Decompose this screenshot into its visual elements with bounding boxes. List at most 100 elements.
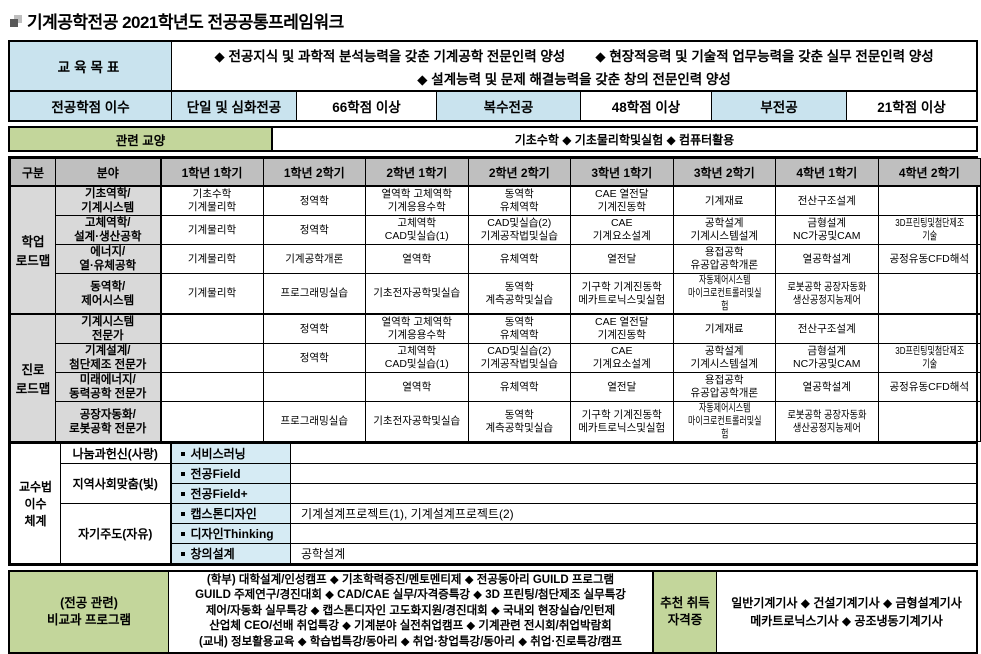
field-cell: 기계시스템 전문가 bbox=[55, 313, 162, 344]
liberal-arts-label: 관련 교양 bbox=[10, 128, 271, 150]
table-row: 에너지/ 열·유체공학 기계물리학 기계공학개론 열역학 유체역학 열전달 용접… bbox=[11, 244, 981, 274]
table-row: 기계설계/ 첨단제조 전문가 정역학 고체역학 CAD및실습(1) CAD및실습… bbox=[11, 343, 981, 373]
course-cell: 기계재료 bbox=[672, 313, 776, 344]
education-goals-row: 교육목표 ◆ 전공지식 및 과학적 분석능력을 갖춘 기계공학 전문인력 양성 … bbox=[10, 42, 976, 90]
goals-credits-table: 교육목표 ◆ 전공지식 및 과학적 분석능력을 갖춘 기계공학 전문인력 양성 … bbox=[8, 40, 978, 122]
column-header: 3학년 1학기 bbox=[570, 158, 674, 187]
course-cell: 정역학 bbox=[262, 215, 366, 245]
course-cell: 동역학 계측공학및실습 bbox=[467, 401, 571, 442]
field-cell: 미래에너지/ 동력공학 전문가 bbox=[55, 372, 162, 402]
course-cell: 동역학 유체역학 bbox=[467, 185, 571, 216]
credit-value-cell: 48학점 이상 bbox=[580, 92, 711, 120]
table-row: 진로 로드맵 기계시스템 전문가 정역학 열역학 고체역학 기계응용수학 동역학… bbox=[10, 313, 981, 442]
course-cell bbox=[262, 372, 366, 402]
credit-value-cell: 21학점 이상 bbox=[846, 92, 976, 120]
column-header: 4학년 2학기 bbox=[877, 158, 981, 187]
course-cell: 용접공학 유공압공학개론 bbox=[672, 372, 776, 402]
course-cell: 열역학 bbox=[365, 244, 469, 274]
education-goal-item: ◆ 설계능력 및 문제 해결능력을 갖춘 창의 전문인력 양성 bbox=[417, 71, 731, 87]
pedagogy-section-label: 교수법 이수 체계 bbox=[10, 442, 61, 564]
column-header: 2학년 2학기 bbox=[467, 158, 571, 187]
course-cell: 기계물리학 bbox=[160, 244, 264, 274]
section-label-academic: 학업 로드맵 bbox=[10, 185, 56, 315]
course-cell: 열역학 고체역학 기계응용수학 bbox=[365, 185, 469, 216]
extracurricular-row: (전공 관련) 비교과 프로그램 (학부) 대학설계/인성캠프 ◆ 기초학력증진… bbox=[10, 571, 976, 652]
course-cell: 유체역학 bbox=[467, 244, 571, 274]
pedagogy-method: 캡스톤디자인 bbox=[169, 502, 291, 524]
pedagogy-courses bbox=[290, 482, 977, 504]
table-row: 동역학/ 제어시스템 기계물리학 프로그래밍실습 기초전자공학및실습 동역학 계… bbox=[11, 273, 981, 315]
course-cell: 열역학 bbox=[365, 372, 469, 402]
course-cell: 프로그래밍실습 bbox=[262, 401, 366, 442]
section-label-career: 진로 로드맵 bbox=[10, 313, 56, 442]
field-cell: 동역학/ 제어시스템 bbox=[55, 273, 162, 315]
course-cell: 열공학설계 bbox=[775, 244, 879, 274]
course-cell: CAD및실습(2) 기계공작법및실습 bbox=[467, 215, 571, 245]
table-row: 공장자동화/ 로봇공학 전문가 프로그래밍실습 기초전자공학및실습 동역학 계측… bbox=[11, 401, 981, 442]
extracurricular-label: (전공 관련) 비교과 프로그램 bbox=[10, 571, 168, 652]
course-cell bbox=[877, 313, 981, 344]
pedagogy-courses bbox=[290, 442, 977, 464]
pedagogy-method: 서비스러닝 bbox=[169, 442, 291, 464]
square-bullet-icon bbox=[180, 471, 185, 476]
course-cell: 열공학설계 bbox=[775, 372, 879, 402]
extracurricular-line: 산업체 CEO/선배 취업특강 ◆ 기계분야 실전취업캠프 ◆ 기계관련 전시회… bbox=[209, 620, 612, 633]
pedagogy-courses: 기계설계프로젝트(1), 기계설계프로젝트(2) bbox=[290, 502, 977, 524]
column-header: 4학년 1학기 bbox=[775, 158, 879, 187]
table-row: 자기주도(자유) 캡스톤디자인 기계설계프로젝트(1), 기계설계프로젝트(2) bbox=[11, 502, 977, 564]
course-cell: CAE 기계요소설계 bbox=[570, 343, 674, 373]
major-credits-row: 전공학점 이수 단일 및 심화전공 66학점 이상 복수전공 48학점 이상 부… bbox=[10, 90, 976, 120]
course-cell bbox=[160, 372, 264, 402]
extracurricular-table: (전공 관련) 비교과 프로그램 (학부) 대학설계/인성캠프 ◆ 기초학력증진… bbox=[8, 569, 978, 654]
credit-type-cell: 부전공 bbox=[711, 92, 846, 120]
square-bullet-icon bbox=[180, 511, 185, 516]
extracurricular-line: 제어/자동화 실무특강 ◆ 캡스톤디자인 고도화지원/경진대회 ◆ 국내외 현장… bbox=[205, 604, 616, 617]
course-cell: 전산구조설계 bbox=[775, 313, 879, 344]
certificates-label: 추천 취득 자격증 bbox=[652, 571, 716, 652]
course-cell bbox=[160, 401, 264, 442]
column-header: 1학년 2학기 bbox=[262, 158, 366, 187]
table-row: 창의설계 공학설계 bbox=[11, 542, 977, 564]
pedagogy-table: 교수법 이수 체계 나눔과헌신(사랑) 서비스러닝 지역사회맞춤(빛) 전공Fi… bbox=[10, 442, 977, 564]
course-cell: 기구학 기계진동학 메카트로닉스및실험 bbox=[570, 401, 674, 442]
course-cell: 정역학 bbox=[262, 313, 366, 344]
liberal-arts-table: 관련 교양 기초수학 ◆ 기초물리학및실험 ◆ 컴퓨터활용 bbox=[8, 126, 978, 152]
course-cell: 로봇공학 공장자동화 생산공정지능제어 bbox=[775, 273, 879, 315]
column-header: 1학년 1학기 bbox=[160, 158, 264, 187]
column-header: 구분 bbox=[10, 158, 56, 187]
table-row: 미래에너지/ 동력공학 전문가 열역학 유체역학 열전달 용접공학 유공압공학개… bbox=[11, 372, 981, 402]
course-cell: 기초수학 기계물리학 bbox=[160, 185, 264, 216]
square-bullet-icon bbox=[10, 19, 18, 27]
course-cell bbox=[160, 313, 264, 344]
column-header: 2학년 1학기 bbox=[365, 158, 469, 187]
credit-type-cell: 단일 및 심화전공 bbox=[171, 92, 296, 120]
major-credits-label: 전공학점 이수 bbox=[10, 92, 171, 120]
page-title: 기계공학전공 2021학년도 전공공통프레임워크 bbox=[27, 12, 344, 32]
course-cell: 정역학 bbox=[262, 343, 366, 373]
table-row: 지역사회맞춤(빛) 전공Field bbox=[11, 462, 977, 504]
pedagogy-method: 창의설계 bbox=[169, 542, 291, 564]
course-cell: 자동제어시스템 마이크로컨트롤러및실험 bbox=[672, 401, 776, 442]
course-cell: 로봇공학 공장자동화 생산공정지능제어 bbox=[775, 401, 879, 442]
pedagogy-method: 디자인Thinking bbox=[169, 522, 291, 544]
liberal-arts-row: 관련 교양 기초수학 ◆ 기초물리학및실험 ◆ 컴퓨터활용 bbox=[10, 128, 976, 150]
course-cell: 기계공학개론 bbox=[262, 244, 366, 274]
course-cell: 금형설계 NC가공및CAM bbox=[775, 215, 879, 245]
pedagogy-group: 지역사회맞춤(빛) bbox=[60, 462, 171, 504]
course-cell: 고체역학 CAD및실습(1) bbox=[365, 343, 469, 373]
pedagogy-method: 전공Field+ bbox=[169, 482, 291, 504]
course-cell: 3D프린팅및첨단제조기술 bbox=[877, 215, 981, 245]
course-cell: 열역학 고체역학 기계응용수학 bbox=[365, 313, 469, 344]
header-row: 구분 분야 1학년 1학기 1학년 2학기 2학년 1학기 2학년 2학기 3학… bbox=[10, 158, 981, 187]
square-bullet-icon bbox=[180, 531, 185, 536]
pedagogy-courses: 공학설계 bbox=[290, 542, 977, 564]
course-cell: 열전달 bbox=[570, 372, 674, 402]
course-cell: 유체역학 bbox=[467, 372, 571, 402]
column-header: 분야 bbox=[55, 158, 162, 187]
curriculum-table: 구분 분야 1학년 1학기 1학년 2학기 2학년 1학기 2학년 2학기 3학… bbox=[10, 158, 981, 442]
course-cell: 기초전자공학및실습 bbox=[365, 273, 469, 315]
table-row: 전공Field+ bbox=[11, 482, 977, 504]
pedagogy-courses bbox=[290, 462, 977, 484]
course-cell: 열전달 bbox=[570, 244, 674, 274]
